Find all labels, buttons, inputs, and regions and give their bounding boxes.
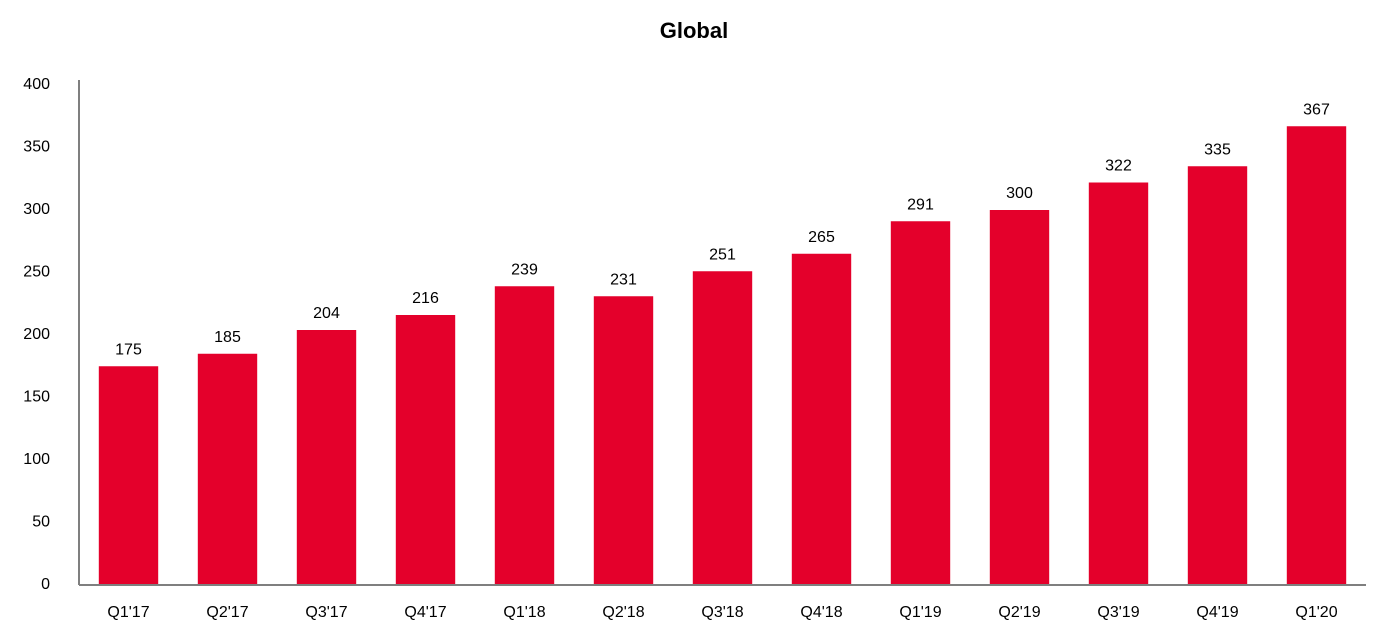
y-tick-label: 350 bbox=[23, 139, 50, 156]
x-tick-label: Q4'19 bbox=[1196, 604, 1238, 621]
bar bbox=[197, 353, 258, 585]
y-tick-label: 150 bbox=[23, 389, 50, 406]
x-tick-label: Q1'19 bbox=[899, 604, 941, 621]
y-tick-label: 100 bbox=[23, 451, 50, 468]
bar bbox=[692, 271, 753, 585]
value-label: 251 bbox=[709, 246, 736, 263]
value-label: 216 bbox=[412, 290, 439, 307]
value-label: 335 bbox=[1204, 141, 1231, 158]
chart-title: Global bbox=[660, 18, 728, 43]
x-tick-label: Q3'18 bbox=[701, 604, 743, 621]
x-tick-label: Q1'20 bbox=[1295, 604, 1337, 621]
y-tick-label: 50 bbox=[32, 514, 50, 531]
value-label: 204 bbox=[313, 305, 340, 322]
bar bbox=[98, 366, 159, 585]
x-tick-label: Q4'17 bbox=[404, 604, 446, 621]
value-label: 185 bbox=[214, 329, 241, 346]
bar bbox=[791, 253, 852, 585]
y-tick-label: 400 bbox=[23, 76, 50, 93]
x-tick-label: Q2'17 bbox=[206, 604, 248, 621]
value-label: 239 bbox=[511, 261, 538, 278]
x-tick-label: Q3'19 bbox=[1097, 604, 1139, 621]
x-tick-label: Q2'19 bbox=[998, 604, 1040, 621]
x-tick-label: Q2'18 bbox=[602, 604, 644, 621]
bar bbox=[989, 210, 1050, 585]
bar bbox=[296, 330, 357, 585]
x-tick-label: Q4'18 bbox=[800, 604, 842, 621]
y-tick-label: 200 bbox=[23, 326, 50, 343]
bar bbox=[890, 221, 951, 585]
value-label: 322 bbox=[1105, 158, 1132, 175]
value-label: 291 bbox=[907, 196, 934, 213]
x-tick-label: Q1'18 bbox=[503, 604, 545, 621]
y-tick-label: 300 bbox=[23, 201, 50, 218]
y-tick-label: 250 bbox=[23, 264, 50, 281]
value-label: 300 bbox=[1006, 185, 1033, 202]
x-tick-label: Q1'17 bbox=[107, 604, 149, 621]
bar bbox=[1286, 126, 1347, 585]
value-label: 175 bbox=[115, 341, 142, 358]
bar bbox=[494, 286, 555, 585]
bar bbox=[395, 315, 456, 585]
bar bbox=[1187, 166, 1248, 585]
value-label: 265 bbox=[808, 229, 835, 246]
value-label: 367 bbox=[1303, 101, 1330, 118]
value-label: 231 bbox=[610, 271, 637, 288]
x-tick-label: Q3'17 bbox=[305, 604, 347, 621]
y-tick-label: 0 bbox=[41, 576, 50, 593]
bar bbox=[593, 296, 654, 585]
bar bbox=[1088, 182, 1149, 585]
